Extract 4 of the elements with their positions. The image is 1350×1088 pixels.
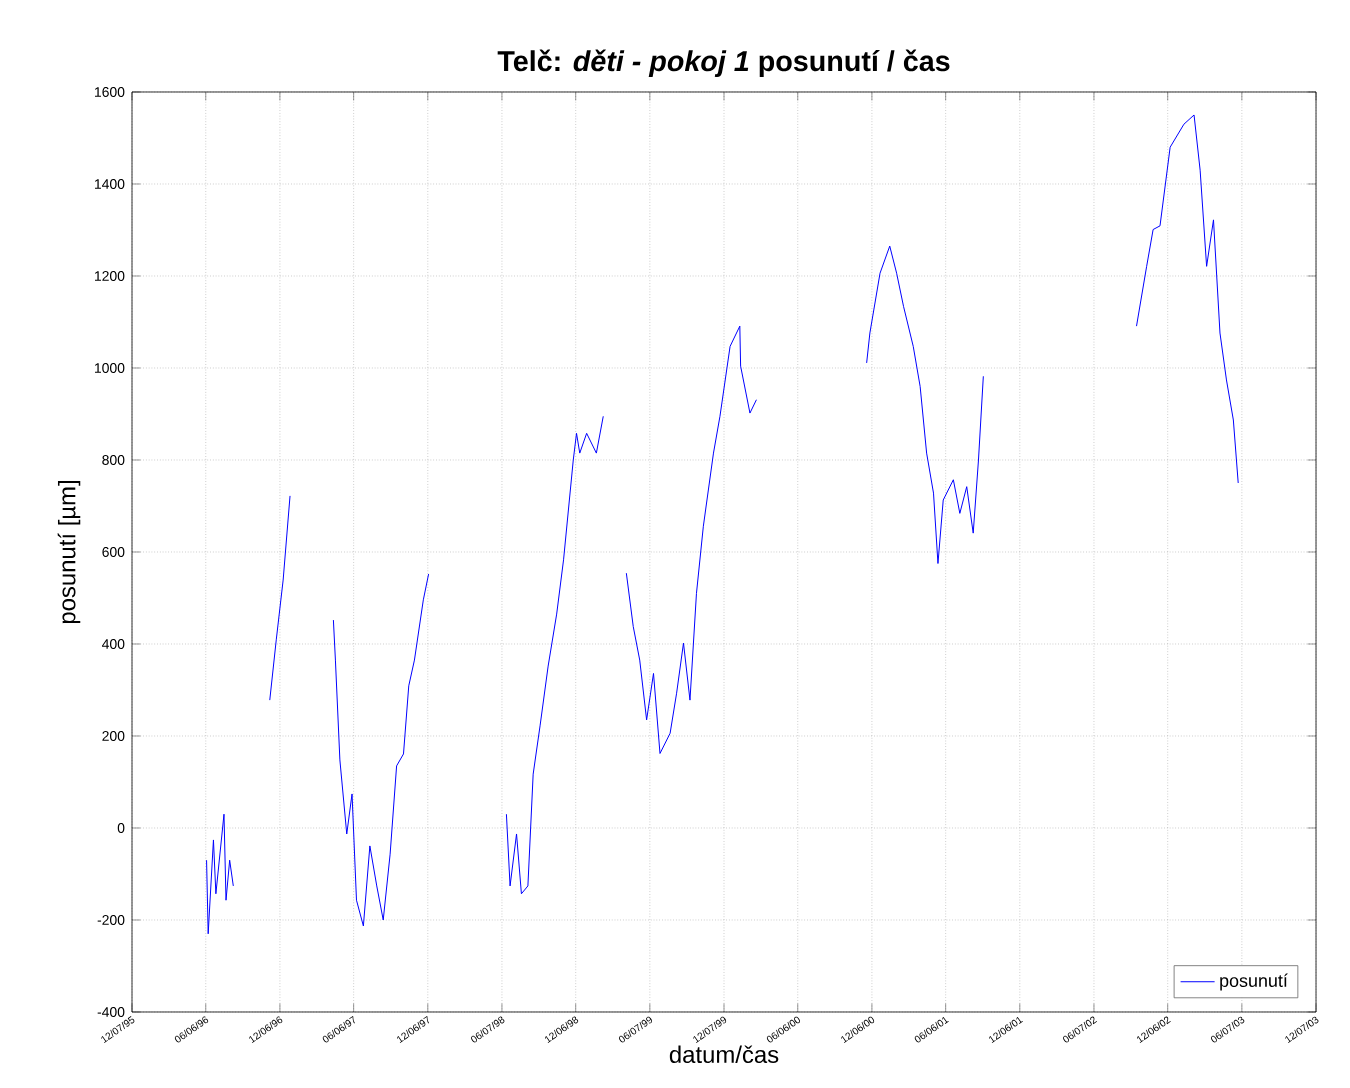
y-axis-title: posunutí [µm] <box>57 481 81 624</box>
chart-title: Telč: děti - pokoj 1 posunutí / čas <box>497 49 950 77</box>
legend-label: posunutí <box>1220 973 1288 991</box>
x-axis-title: datum/čas <box>669 1045 779 1064</box>
